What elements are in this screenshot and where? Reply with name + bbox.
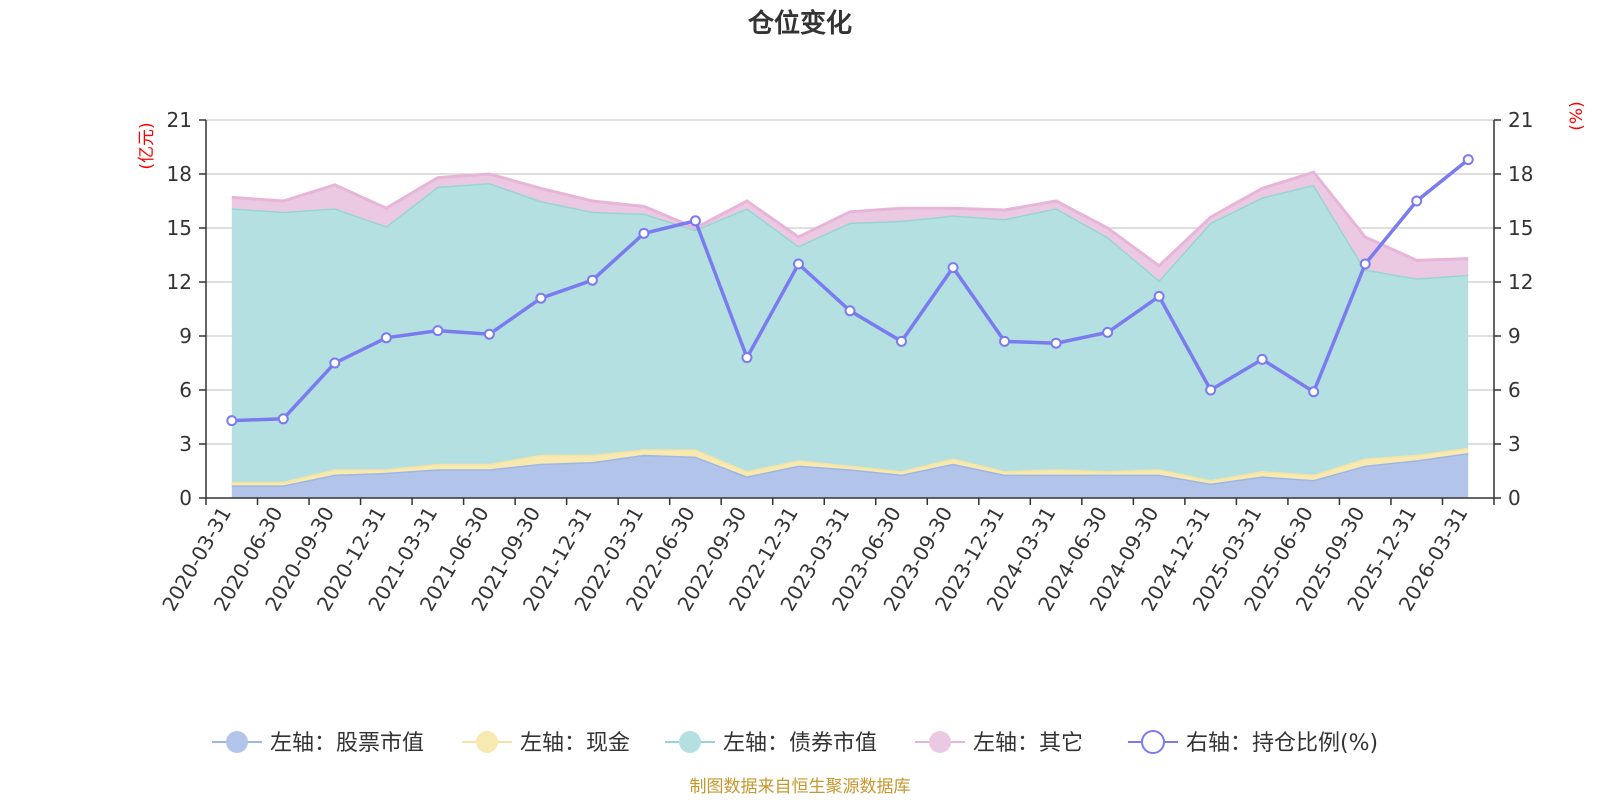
legend-label: 左轴：债券市值 [723,731,877,756]
left-tick-label: 21 [167,108,192,132]
area-series-3 [231,172,1469,281]
ratio-point [535,292,547,304]
ratio-point [999,335,1011,347]
ratio-point [483,328,495,340]
ratio-point [277,413,289,425]
left-tick-label: 0 [179,486,192,510]
ratio-point [947,262,959,274]
ratio-point [586,274,598,286]
legend-marker [476,731,498,753]
legend-label: 左轴：股票市值 [270,731,424,756]
ratio-point [329,357,341,369]
legend-item[interactable]: 左轴：其它 [915,731,1083,756]
ratio-point [1359,258,1371,270]
legend-label: 左轴：其它 [973,731,1083,756]
ratio-point [380,332,392,344]
legend-label: 左轴：现金 [520,731,630,756]
ratio-point [792,258,804,270]
ratio-point [1256,353,1268,365]
legend-marker [1141,730,1165,754]
legend-item[interactable]: 左轴：股票市值 [212,731,424,756]
left-axis-unit: (亿元) [137,122,157,169]
ratio-point [689,215,701,227]
left-tick-label: 18 [167,162,192,186]
left-tick-label: 6 [179,378,192,402]
legend-item[interactable]: 左轴：现金 [462,731,630,756]
legend-label: 右轴：持仓比例(%) [1186,731,1378,756]
legend-marker [679,731,701,753]
right-tick-label: 21 [1508,108,1533,132]
left-tick-label: 15 [167,216,192,240]
area-series-2 [231,183,1469,482]
ratio-point [1308,386,1320,398]
right-tick-label: 18 [1508,162,1533,186]
right-tick-label: 3 [1508,432,1521,456]
legend-item[interactable]: 左轴：债券市值 [665,731,877,756]
ratio-point [226,415,238,427]
left-tick-label: 12 [167,270,192,294]
ratio-series [226,154,1474,427]
right-tick-label: 9 [1508,324,1521,348]
left-tick-label: 3 [179,432,192,456]
legend-marker [929,731,951,753]
ratio-point [638,227,650,239]
ratio-point [1153,290,1165,302]
source-note: 制图数据来自恒生聚源数据库 [690,777,911,797]
area-edge-3 [231,170,1469,268]
ratio-point [1205,384,1217,396]
left-tick-label: 9 [179,324,192,348]
legend-marker [226,731,248,753]
ratio-point [1102,326,1114,338]
legend[interactable]: 左轴：股票市值 左轴：现金 左轴：债券市值 左轴：其它 右轴：持仓比例(%) [212,730,1378,756]
stacked-areas [231,170,1469,498]
ratio-point [1462,154,1474,166]
chart-title: 仓位变化 [747,8,852,39]
ratio-point [844,305,856,317]
right-axis-unit: (%) [1567,101,1587,130]
ratio-point [741,352,753,364]
right-tick-label: 15 [1508,216,1533,240]
right-tick-label: 12 [1508,270,1533,294]
legend-item[interactable]: 右轴：持仓比例(%) [1128,730,1378,756]
right-tick-label: 6 [1508,378,1521,402]
ratio-point [1050,337,1062,349]
ratio-point [896,335,908,347]
right-tick-label: 0 [1508,486,1521,510]
ratio-point [1411,195,1423,207]
ratio-point [432,325,444,337]
